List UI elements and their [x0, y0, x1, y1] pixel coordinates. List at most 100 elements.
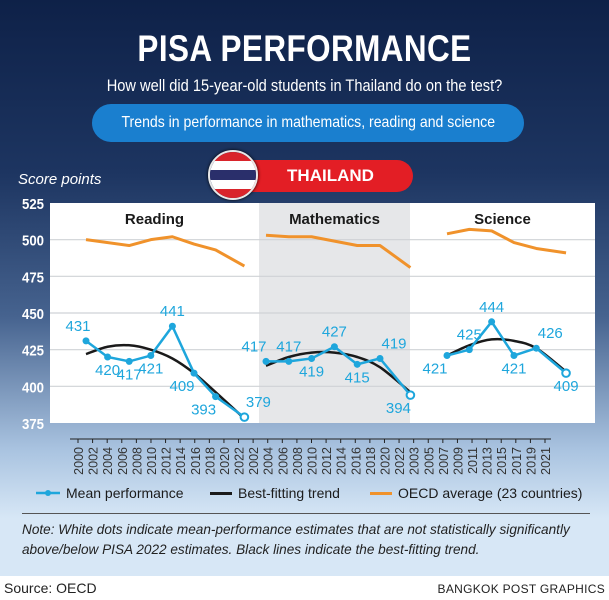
x-tick-label: 2019: [524, 447, 538, 475]
data-label: 417: [117, 366, 142, 383]
mean-point: [168, 322, 176, 330]
data-label: 421: [422, 361, 447, 378]
data-label: 394: [386, 400, 411, 417]
x-tick-label: 2000: [72, 447, 86, 475]
mean-point: [239, 412, 250, 422]
mean-point: [353, 360, 361, 368]
mean-point: [376, 354, 384, 362]
mean-point: [82, 337, 90, 345]
data-label: 417: [241, 338, 266, 355]
x-tick-label: 2006: [116, 447, 130, 475]
note: Note: White dots indicate mean-performan…: [22, 522, 570, 557]
mean-point: [532, 344, 540, 352]
x-tick-label: 2002: [87, 447, 101, 475]
best-fitting-trend-line: [265, 350, 412, 394]
panel-science: Science 421 425 444 421 426 409: [422, 211, 578, 395]
legend-label: Best-fitting trend: [238, 485, 340, 501]
data-label: 409: [169, 378, 194, 395]
mean-point: [561, 368, 571, 378]
mean-performance-line: [446, 319, 567, 375]
data-label: 415: [345, 369, 370, 386]
panel-title: Mathematics: [289, 211, 380, 228]
legend-oecd-swatch: [370, 491, 392, 495]
mean-point: [104, 353, 112, 361]
legend-item-oecd: OECD average (23 countries): [370, 485, 582, 501]
mean-point: [147, 352, 155, 360]
y-tick-label: 400: [22, 379, 44, 396]
oecd-average-line: [446, 227, 567, 255]
x-tick-label: 2013: [481, 447, 495, 475]
data-label: 425: [457, 327, 482, 344]
x-tick-label: 2018: [203, 447, 217, 475]
mean-point: [488, 318, 496, 326]
data-label: 426: [538, 325, 563, 342]
mean-point: [330, 343, 338, 351]
oecd-average-line: [85, 235, 246, 268]
section-pill: Trends in performance in mathematics, re…: [92, 104, 524, 142]
mean-point: [510, 352, 518, 360]
legend-mean-swatch: [36, 490, 60, 496]
x-tick-label: 2020: [218, 447, 232, 475]
mean-point: [285, 357, 293, 365]
y-tick-label: 500: [22, 232, 44, 249]
x-tick-label: 2008: [130, 447, 144, 475]
y-tick-label: 475: [22, 269, 44, 286]
y-axis-label: Score points: [18, 171, 102, 188]
x-tick-label: 2008: [291, 447, 305, 475]
x-tick-label: 2010: [145, 447, 159, 475]
mean-performance-line: [85, 323, 246, 419]
data-label: 393: [191, 402, 216, 419]
mean-point: [125, 357, 133, 365]
x-tick-label: 2002: [247, 447, 261, 475]
x-tick-label: 2018: [364, 447, 378, 475]
x-tick-label: 2017: [510, 447, 524, 475]
data-label: 419: [299, 363, 324, 380]
data-label: 419: [381, 335, 406, 352]
mean-point: [465, 346, 473, 354]
legend-item-mean: Mean performance: [36, 485, 184, 501]
data-label: 421: [501, 361, 526, 378]
panel-mathematics: Mathematics 417 417 419 427 415 419 394: [241, 211, 416, 417]
x-tick-label: 2016: [349, 447, 363, 475]
subtitle: How well did 15-year-old students in Tha…: [106, 76, 503, 95]
legend-item-trend: Best-fitting trend: [210, 485, 340, 501]
x-tick-label: 2015: [495, 447, 509, 475]
y-tick-label: 525: [22, 195, 44, 212]
x-tick-label: 2022: [393, 447, 407, 475]
data-label: 444: [479, 299, 504, 316]
x-tick-label: 2012: [320, 447, 334, 475]
y-tick-label: 425: [22, 342, 44, 359]
section-pill-text: Trends in performance in mathematics, re…: [121, 114, 495, 131]
data-label: 427: [322, 324, 347, 341]
legend-trend-swatch: [210, 491, 232, 495]
x-tick-label: 2004: [262, 447, 276, 475]
x-tick-label: 2004: [101, 447, 115, 475]
x-tick-label: 2011: [466, 447, 480, 474]
mean-point: [262, 357, 270, 365]
data-label: 431: [65, 318, 90, 335]
data-label: 441: [160, 303, 185, 320]
panel-title: Science: [474, 211, 531, 228]
legend-label: Mean performance: [66, 485, 184, 501]
country-badge: THAILAND: [228, 160, 413, 192]
x-tick-label: 2012: [160, 447, 174, 475]
x-tick-label: 2007: [437, 447, 451, 475]
x-tick-label: 2016: [189, 447, 203, 475]
mean-point: [405, 390, 416, 400]
x-tick-label: 2014: [174, 447, 188, 475]
mean-point: [212, 393, 220, 401]
y-tick-label: 375: [22, 415, 44, 432]
data-label: 379: [246, 394, 271, 411]
x-tick-label: 2021: [539, 447, 553, 475]
data-label: 421: [138, 361, 163, 378]
panel-title: Reading: [125, 211, 184, 228]
credit: BANGKOK POST GRAPHICS: [437, 582, 605, 596]
x-tick-label: 2014: [335, 447, 349, 475]
mean-point: [443, 352, 451, 360]
page-title: PISA PERFORMANCE: [137, 28, 472, 69]
mean-point: [308, 354, 316, 362]
x-tick-label: 2009: [451, 447, 465, 475]
x-tick-label: 2005: [422, 447, 436, 475]
